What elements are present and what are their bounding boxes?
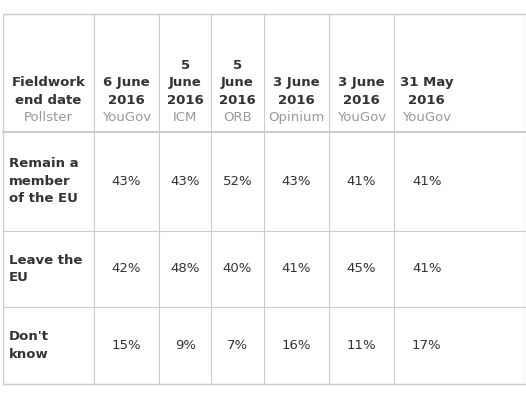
Text: 2016: 2016 [343, 94, 380, 107]
Bar [3, 14, 524, 384]
Text: 52%: 52% [222, 175, 252, 188]
Text: Don't: Don't [9, 330, 49, 343]
Text: 5: 5 [181, 59, 190, 72]
Text: 43%: 43% [281, 175, 311, 188]
Text: 41%: 41% [347, 175, 376, 188]
Text: 45%: 45% [347, 262, 376, 275]
Text: 48%: 48% [170, 262, 200, 275]
Text: YouGov: YouGov [102, 111, 151, 124]
Text: ORB: ORB [223, 111, 252, 124]
Text: June: June [169, 77, 201, 89]
Text: 11%: 11% [347, 339, 376, 352]
Text: 2016: 2016 [219, 94, 256, 107]
Text: 41%: 41% [412, 262, 441, 275]
Text: YouGov: YouGov [337, 111, 386, 124]
Text: know: know [9, 348, 49, 361]
Text: 31 May: 31 May [400, 77, 453, 89]
Text: 40%: 40% [223, 262, 252, 275]
Text: end date: end date [15, 94, 82, 107]
Text: 3 June: 3 June [273, 77, 320, 89]
Text: 7%: 7% [227, 339, 248, 352]
Text: Leave the: Leave the [9, 254, 82, 267]
Text: 2016: 2016 [408, 94, 445, 107]
Text: 3 June: 3 June [338, 77, 385, 89]
Text: 43%: 43% [170, 175, 200, 188]
Text: 6 June: 6 June [103, 77, 150, 89]
Text: 41%: 41% [281, 262, 311, 275]
Text: June: June [221, 77, 254, 89]
Text: 5: 5 [233, 59, 242, 72]
Text: Remain a: Remain a [9, 157, 78, 170]
Text: 41%: 41% [412, 175, 441, 188]
Text: 17%: 17% [412, 339, 441, 352]
Text: member: member [9, 175, 70, 188]
Text: of the EU: of the EU [9, 192, 78, 205]
Text: 2016: 2016 [278, 94, 315, 107]
Text: Fieldwork: Fieldwork [12, 77, 85, 89]
Text: 43%: 43% [112, 175, 141, 188]
Text: 42%: 42% [112, 262, 141, 275]
Text: 2016: 2016 [108, 94, 145, 107]
Text: Opinium: Opinium [268, 111, 325, 124]
Text: Pollster: Pollster [24, 111, 73, 124]
Text: 15%: 15% [112, 339, 141, 352]
Text: ICM: ICM [173, 111, 198, 124]
Text: 9%: 9% [175, 339, 196, 352]
Text: EU: EU [9, 271, 29, 284]
Text: 2016: 2016 [167, 94, 204, 107]
Text: 16%: 16% [281, 339, 311, 352]
Text: YouGov: YouGov [402, 111, 451, 124]
